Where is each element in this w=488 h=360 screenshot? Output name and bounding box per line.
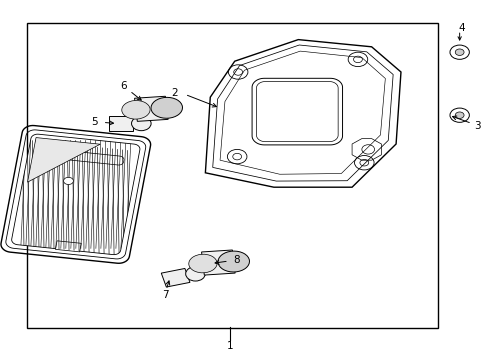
Text: 5: 5	[91, 117, 98, 127]
Circle shape	[63, 177, 73, 185]
Circle shape	[449, 108, 468, 122]
Text: 4: 4	[458, 23, 465, 33]
Text: 1: 1	[226, 341, 233, 351]
Bar	[27, 23, 437, 328]
Text: 6: 6	[120, 81, 126, 91]
Polygon shape	[201, 250, 235, 275]
Ellipse shape	[188, 254, 217, 273]
Polygon shape	[27, 138, 100, 182]
Ellipse shape	[122, 100, 150, 119]
Polygon shape	[161, 269, 189, 287]
Text: 2: 2	[171, 88, 178, 98]
Circle shape	[185, 267, 205, 281]
Polygon shape	[12, 134, 140, 255]
Text: 8: 8	[232, 255, 239, 265]
Polygon shape	[108, 116, 133, 131]
Text: 3: 3	[473, 121, 480, 131]
Ellipse shape	[151, 97, 182, 118]
Polygon shape	[134, 96, 168, 121]
Polygon shape	[55, 241, 81, 252]
Circle shape	[131, 116, 151, 131]
Circle shape	[454, 49, 463, 55]
Circle shape	[454, 112, 463, 118]
Text: 7: 7	[162, 290, 168, 300]
Polygon shape	[12, 134, 140, 255]
Circle shape	[449, 45, 468, 59]
Ellipse shape	[218, 251, 249, 272]
